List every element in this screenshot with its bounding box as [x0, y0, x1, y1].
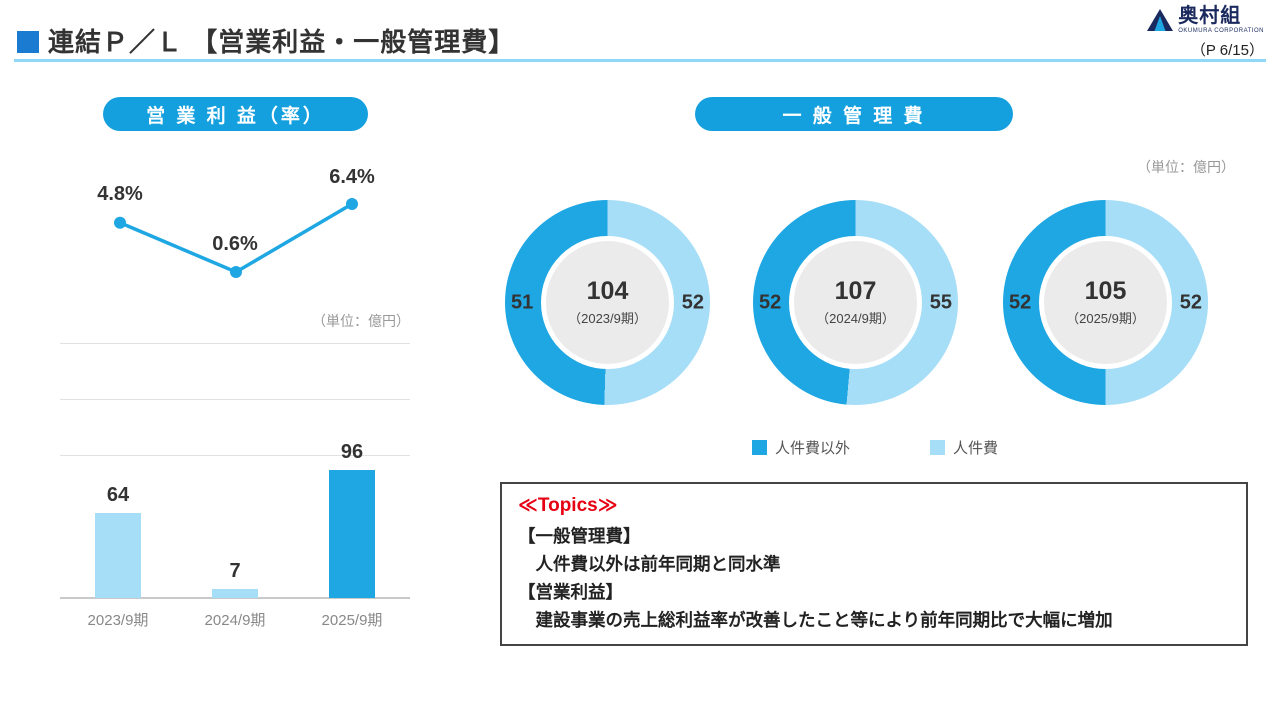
unit-note-right: （単位：億円）: [1137, 159, 1235, 175]
admin-expenses-pill: 一 般 管 理 費: [695, 97, 1013, 131]
line-value-label: 6.4%: [329, 166, 375, 188]
topics-line: 建設事業の売上総利益率が改善したこと等により前年同期比で大幅に増加: [518, 610, 1113, 630]
logo-subtext: OKUMURA CORPORATION: [1178, 28, 1264, 34]
x-axis-line: [60, 597, 410, 599]
line-value-label: 4.8%: [97, 183, 143, 205]
donut-center: 104 （2023/9期）: [541, 236, 674, 369]
topics-line: 人件費以外は前年同期と同水準: [518, 554, 781, 574]
donut-right-value: 52: [1179, 291, 1202, 313]
donut-period: （2023/9期）: [568, 310, 647, 326]
donut-right-value: 55: [929, 291, 952, 313]
donut-chart: 104 （2023/9期） 51 52: [505, 200, 710, 405]
x-axis-label: 2025/9期: [321, 612, 383, 629]
bar: [212, 589, 258, 598]
bar-value-label: 7: [229, 560, 241, 582]
logo-text: 奥村組: [1178, 5, 1242, 27]
legend: 人件費以外 人件費: [500, 437, 1250, 458]
gridline: [60, 399, 410, 400]
donut-right-value: 52: [681, 291, 704, 313]
page-title: 連結Ｐ／Ｌ 【営業利益・一般管理費】: [48, 27, 516, 57]
logo-texts: 奥村組 OKUMURA CORPORATION: [1178, 6, 1264, 34]
donut-center: 107 （2024/9期）: [789, 236, 922, 369]
okumura-logo-icon: [1147, 9, 1174, 31]
bar: [95, 513, 141, 598]
gridline: [60, 343, 410, 344]
legend-swatch-non-personnel: [751, 440, 767, 455]
operating-profit-line-chart: [114, 198, 358, 278]
donut-total: 104: [586, 277, 629, 306]
legend-swatch-personnel: [930, 440, 945, 455]
gridline: [60, 455, 410, 456]
topics-line: 【営業利益】: [518, 582, 623, 602]
unit-note-left: （単位：億円）: [312, 313, 410, 329]
legend-item: 人件費: [930, 437, 998, 458]
bar-value-label: 64: [106, 484, 130, 506]
donut-period: （2024/9期）: [816, 310, 895, 326]
legend-label: 人件費: [953, 440, 999, 457]
operating-profit-pill: 営 業 利 益（率）: [103, 97, 368, 131]
okumura-logo: 奥村組 OKUMURA CORPORATION: [1147, 6, 1264, 34]
bar: [329, 470, 375, 598]
title-bullet: [17, 31, 39, 53]
line-series: [118, 202, 354, 274]
line-point: [114, 216, 126, 229]
x-axis-label: 2024/9期: [204, 612, 266, 629]
header-divider: [14, 59, 1266, 62]
topics-line: 【一般管理費】: [518, 526, 641, 546]
line-value-label: 0.6%: [212, 233, 258, 255]
topics-heading: ≪Topics≫: [518, 495, 618, 516]
donut-period: （2025/9期）: [1066, 310, 1145, 326]
donut-center: 105 （2025/9期）: [1039, 236, 1172, 369]
donut-total: 105: [1084, 277, 1127, 306]
line-point: [346, 198, 358, 210]
x-axis-label: 2023/9期: [87, 612, 149, 629]
donut-left-value: 52: [759, 291, 782, 313]
donut-chart: 105 （2025/9期） 52 52: [1003, 200, 1208, 405]
page-number: （P 6/15）: [1190, 42, 1264, 59]
donut-left-value: 52: [1009, 291, 1032, 313]
donut-total: 107: [834, 277, 877, 306]
donut-chart: 107 （2024/9期） 52 55: [753, 200, 958, 405]
bar-value-label: 96: [340, 441, 364, 463]
legend-item: 人件費以外: [751, 437, 850, 458]
topics-box: ≪Topics≫ 【一般管理費】 人件費以外は前年同期と同水準 【営業利益】 建…: [500, 482, 1248, 646]
legend-label: 人件費以外: [774, 440, 850, 457]
donut-left-value: 51: [511, 291, 534, 313]
line-point: [230, 266, 242, 278]
